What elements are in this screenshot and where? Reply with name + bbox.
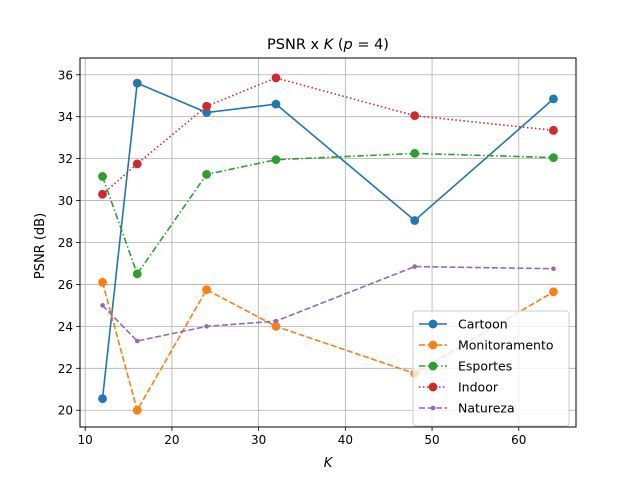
data-point [549, 94, 558, 104]
y-axis-label: PSNR (dB) [33, 213, 48, 279]
chart-title: PSNR x K (p = 4) [267, 37, 389, 53]
x-tick-label: 60 [511, 433, 526, 447]
y-tick-label: 22 [58, 362, 73, 376]
legend-marker [428, 319, 438, 329]
x-tick-label: 50 [424, 433, 439, 447]
legend-label: Cartoon [458, 317, 508, 332]
chart-title-p: p [343, 37, 353, 53]
chart-title-paren: ( [333, 37, 343, 53]
data-point [202, 101, 212, 111]
legend-marker [428, 340, 438, 350]
data-point [134, 338, 140, 344]
chart-title-eq: = 4) [353, 37, 389, 53]
y-tick-label: 26 [58, 278, 73, 292]
y-tick-label: 34 [58, 110, 73, 124]
data-point [202, 169, 212, 179]
data-point [271, 321, 281, 331]
y-tick-label: 20 [58, 404, 73, 418]
data-point [271, 155, 281, 165]
data-point [551, 266, 556, 272]
data-point [273, 318, 279, 324]
data-point [98, 394, 107, 404]
data-point [98, 189, 107, 199]
data-point [132, 269, 142, 279]
x-tick-label: 20 [164, 433, 179, 447]
legend-label: Indoor [458, 380, 499, 395]
legend-label: Esportes [458, 359, 512, 374]
chart-title-main: PSNR x [267, 37, 324, 53]
data-point [412, 264, 418, 269]
series-cartoon [98, 78, 558, 404]
data-point [132, 159, 142, 169]
data-point [204, 324, 209, 329]
series-line [101, 265, 554, 342]
x-tick-label: 40 [338, 433, 353, 447]
data-point [549, 153, 558, 162]
series-esportes [98, 148, 558, 279]
y-tick-label: 36 [58, 68, 73, 82]
data-point [98, 277, 107, 287]
data-point [410, 148, 420, 158]
x-tick-label: 10 [78, 433, 93, 447]
legend-label: Monitoramento [458, 338, 554, 353]
data-point [98, 172, 107, 181]
series-indoor [98, 73, 558, 199]
series-line [101, 82, 555, 399]
data-point [549, 125, 558, 135]
data-point [132, 78, 142, 88]
series-line [101, 152, 554, 276]
series-natureza [100, 264, 556, 344]
legend-box [412, 310, 570, 427]
grid-lines [80, 58, 576, 427]
chart-title-k: K [324, 37, 335, 53]
axis-ticks: 10 20 30 40 50 60 20 22 24 26 28 30 32 34 36 [58, 68, 527, 447]
legend-label: Natureza [458, 401, 515, 416]
data-point [410, 216, 420, 225]
data-point [271, 73, 281, 83]
data-point [132, 405, 142, 415]
x-tick-label: 30 [251, 433, 266, 447]
data-point [549, 287, 558, 297]
data-point [100, 303, 105, 308]
data-point [410, 111, 420, 121]
data-point [202, 285, 212, 295]
y-tick-label: 28 [58, 236, 73, 250]
y-tick-label: 32 [58, 152, 73, 166]
legend-marker [430, 405, 436, 411]
y-tick-label: 24 [58, 320, 73, 334]
legend-marker [428, 361, 438, 371]
legend: Cartoon Monitoramento Esportes Indoor Nature… [412, 310, 570, 427]
data-point [202, 108, 212, 117]
x-axis-label: K [324, 456, 334, 471]
data-point [271, 99, 281, 109]
legend-marker [428, 382, 438, 392]
y-tick-label: 30 [58, 194, 73, 208]
